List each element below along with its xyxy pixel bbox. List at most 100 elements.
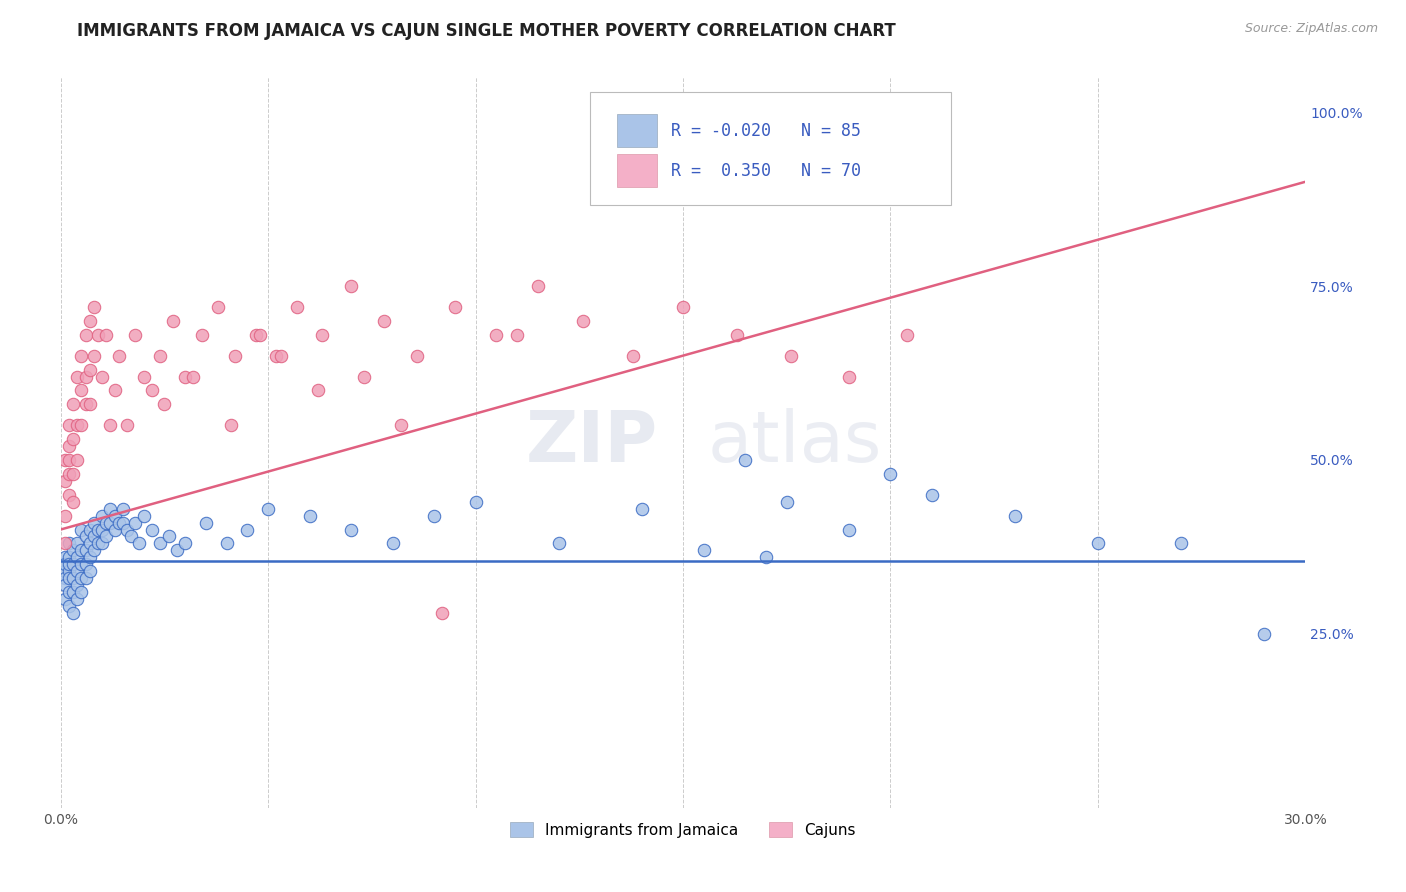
Point (66, 369, 89, 384)
Point (485, 327, 508, 342)
Point (79, 397, 101, 411)
Point (166, 543, 188, 558)
Point (53, 550, 76, 565)
Point (100, 501, 122, 516)
Point (219, 418, 242, 433)
Point (53, 592, 76, 607)
Point (285, 300, 308, 314)
Point (83, 300, 105, 314)
Point (621, 349, 644, 363)
Point (547, 536, 569, 550)
Point (270, 349, 292, 363)
Point (194, 516, 217, 530)
Point (464, 494, 486, 508)
Point (62, 585, 84, 599)
Point (630, 501, 652, 516)
Point (1004, 508, 1026, 523)
Point (70, 384, 93, 398)
Point (58, 467, 80, 481)
Point (53, 453, 76, 467)
Point (58, 550, 80, 565)
Point (66, 550, 89, 565)
Point (921, 488, 943, 502)
Point (75, 529, 97, 543)
Point (70, 543, 93, 558)
Text: R =  0.350   N = 70: R = 0.350 N = 70 (671, 162, 860, 180)
Point (75, 543, 97, 558)
Point (75, 397, 97, 411)
Point (58, 585, 80, 599)
Point (111, 516, 134, 530)
Point (75, 369, 97, 384)
Point (423, 508, 446, 523)
Point (132, 508, 155, 523)
Point (66, 536, 89, 550)
Point (58, 571, 80, 585)
Point (62, 432, 84, 446)
Point (734, 453, 756, 467)
Point (311, 327, 333, 342)
Point (66, 592, 89, 607)
Point (100, 418, 122, 433)
Point (443, 300, 465, 314)
Point (70, 585, 93, 599)
Point (693, 543, 716, 558)
Point (62, 494, 84, 508)
Point (149, 349, 172, 363)
Point (111, 501, 134, 516)
Point (53, 558, 76, 572)
Point (373, 314, 395, 328)
Point (1170, 536, 1192, 550)
Point (70, 418, 93, 433)
Point (124, 516, 146, 530)
Point (266, 349, 288, 363)
Point (66, 453, 89, 467)
Point (896, 327, 918, 342)
Point (75, 571, 97, 585)
Legend: Immigrants from Jamaica, Cajuns: Immigrants from Jamaica, Cajuns (505, 815, 862, 844)
Point (58, 488, 80, 502)
Point (70, 349, 93, 363)
Point (75, 558, 97, 572)
Bar (617, 154, 657, 187)
Point (1253, 627, 1275, 641)
Point (87, 523, 110, 537)
Point (115, 523, 138, 537)
Point (107, 349, 129, 363)
Point (58, 558, 80, 572)
Point (103, 384, 125, 398)
Point (340, 279, 363, 293)
Point (53, 578, 76, 592)
Point (83, 349, 105, 363)
Point (257, 501, 280, 516)
Point (381, 536, 404, 550)
Point (79, 523, 101, 537)
Point (672, 300, 695, 314)
Point (353, 369, 375, 384)
Point (307, 384, 329, 398)
Point (224, 349, 246, 363)
Point (58, 439, 80, 453)
Point (53, 564, 76, 578)
Point (58, 564, 80, 578)
Point (70, 558, 93, 572)
Point (107, 516, 129, 530)
Point (157, 529, 180, 543)
Point (115, 418, 138, 433)
Point (879, 467, 901, 481)
Bar (617, 114, 657, 147)
Point (103, 523, 125, 537)
Point (389, 418, 412, 433)
Point (83, 543, 105, 558)
Point (83, 529, 105, 543)
Point (725, 327, 748, 342)
Point (79, 314, 101, 328)
Point (58, 599, 80, 613)
Point (1087, 536, 1109, 550)
Point (53, 536, 76, 550)
Point (340, 523, 363, 537)
Point (58, 536, 80, 550)
Point (190, 327, 212, 342)
Point (506, 327, 529, 342)
Point (83, 516, 105, 530)
